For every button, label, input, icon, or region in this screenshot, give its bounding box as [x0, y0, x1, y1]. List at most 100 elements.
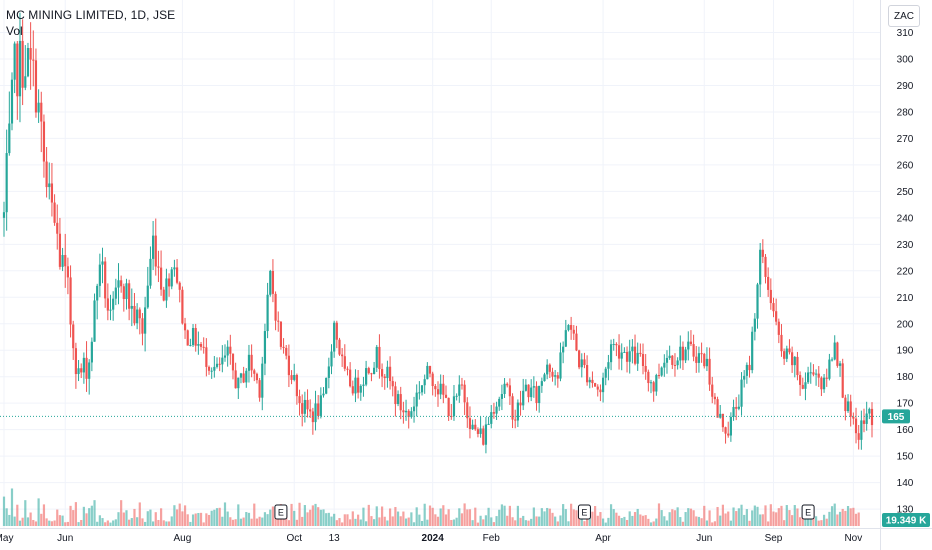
- candle: [522, 378, 525, 411]
- volume-bar: [88, 508, 91, 526]
- candle: [133, 293, 136, 326]
- volume-bar: [559, 515, 562, 526]
- candle: [796, 351, 799, 381]
- volume-bar: [112, 520, 115, 526]
- candle: [170, 267, 173, 290]
- candle-body: [239, 373, 243, 378]
- volume-bar: [287, 520, 290, 526]
- candle: [380, 363, 384, 388]
- candle-body: [641, 354, 645, 367]
- candle-body: [34, 60, 38, 113]
- candle-body: [407, 410, 410, 418]
- volume-bar: [554, 516, 557, 526]
- candle: [8, 91, 11, 156]
- volume-bar: [753, 505, 756, 526]
- candle: [311, 407, 314, 435]
- volume-bar: [258, 516, 261, 526]
- volume-bar: [165, 521, 168, 526]
- volume-bar: [631, 515, 634, 526]
- candle-body: [628, 351, 631, 362]
- candle: [194, 323, 197, 352]
- candle-body: [242, 373, 245, 383]
- candle: [394, 381, 397, 417]
- candle-body: [548, 364, 551, 372]
- currency-button[interactable]: ZAC: [888, 5, 920, 27]
- candle-body: [466, 402, 469, 419]
- volume-bar: [751, 510, 754, 526]
- volume-bar: [548, 508, 551, 526]
- candle-body: [759, 249, 762, 285]
- volume-bar: [580, 518, 583, 526]
- candle: [154, 218, 157, 276]
- candle: [98, 253, 101, 298]
- volume-bar: [255, 518, 259, 526]
- volume-bar: [708, 510, 711, 526]
- volume-bar: [157, 519, 160, 526]
- candle-body: [247, 354, 251, 371]
- candle-body: [588, 379, 591, 383]
- candle-body: [508, 385, 511, 397]
- candle-body: [21, 40, 24, 88]
- candle-body: [570, 325, 573, 330]
- price-tick-label: 170: [897, 399, 914, 410]
- volume-bar: [327, 512, 330, 526]
- volume-bar: [721, 504, 724, 526]
- candle: [213, 356, 216, 378]
- candle: [293, 363, 296, 382]
- volume-bar: [266, 514, 269, 526]
- candle-body: [271, 270, 275, 294]
- candle-body: [490, 412, 493, 424]
- candle: [309, 399, 312, 418]
- candle-body: [556, 375, 559, 379]
- candle-body: [697, 353, 701, 363]
- candle-body: [814, 373, 818, 375]
- candle: [788, 339, 791, 355]
- candle-body: [647, 371, 650, 384]
- candle-body: [141, 318, 144, 334]
- candle: [32, 30, 35, 87]
- candle: [764, 254, 767, 284]
- volume-bar: [26, 517, 30, 526]
- candle: [868, 407, 871, 420]
- candle-body: [761, 249, 764, 257]
- candle-body: [663, 362, 666, 368]
- candle: [130, 288, 133, 327]
- candle: [841, 358, 844, 399]
- candle-body: [412, 406, 416, 412]
- candle-body: [846, 401, 850, 412]
- volume-bar: [756, 506, 759, 526]
- date-tick-label: Nov: [844, 533, 862, 544]
- candle: [122, 283, 125, 312]
- volume-bar: [575, 510, 578, 526]
- volume-bar: [812, 514, 815, 526]
- candle: [679, 335, 682, 369]
- candle-body: [298, 396, 301, 404]
- candle: [628, 339, 631, 374]
- candle-body: [455, 395, 458, 397]
- candle-body: [620, 352, 623, 359]
- price-tick-label: 310: [897, 28, 914, 39]
- volume-bar: [530, 518, 533, 526]
- candle-body: [788, 348, 791, 353]
- volume-bar: [460, 513, 464, 526]
- candle: [112, 291, 115, 321]
- candle: [532, 376, 535, 398]
- candle: [657, 363, 661, 379]
- candle-body: [194, 328, 197, 346]
- volume-bar: [532, 507, 535, 526]
- candle-body: [165, 278, 168, 301]
- candle: [261, 356, 264, 411]
- volume-bar: [817, 520, 820, 526]
- candle-body: [572, 329, 575, 334]
- candle: [535, 381, 538, 411]
- volume-bar: [42, 504, 46, 526]
- candle-body: [772, 303, 775, 312]
- candle: [838, 360, 842, 377]
- volume-bar: [543, 511, 546, 526]
- volume-bar: [167, 521, 171, 526]
- candle: [740, 372, 743, 416]
- volume-bar: [484, 515, 488, 526]
- volume-bar: [213, 509, 216, 526]
- candle-body: [333, 322, 336, 352]
